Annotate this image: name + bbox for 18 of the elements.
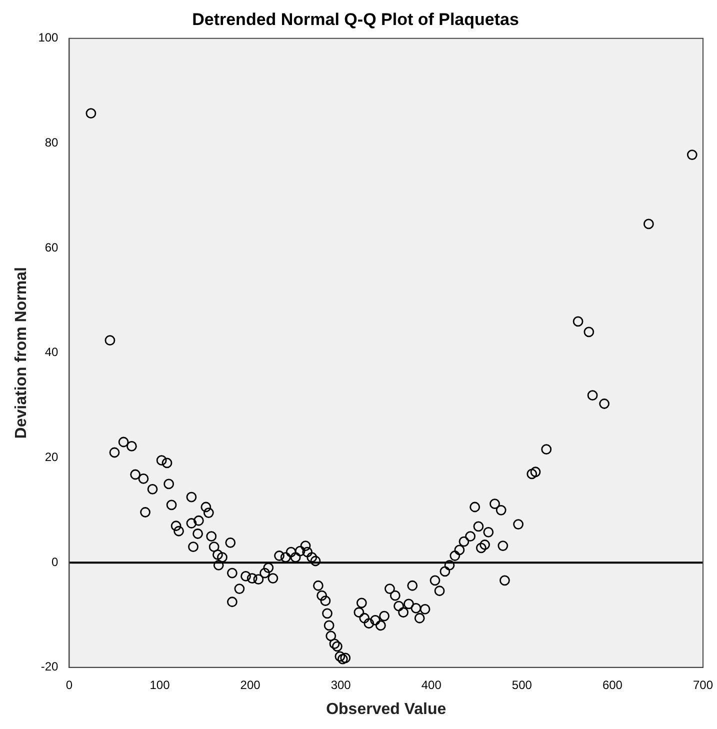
y-axis-title: Deviation from Normal bbox=[13, 267, 30, 439]
x-tick-label: 600 bbox=[602, 678, 623, 692]
x-axis-title: Observed Value bbox=[326, 700, 446, 718]
x-tick-label: 500 bbox=[512, 678, 532, 692]
y-tick-label: 20 bbox=[44, 450, 59, 464]
y-tick-label: 40 bbox=[44, 345, 59, 360]
y-tick-label: 80 bbox=[44, 136, 59, 150]
y-tick-label: 60 bbox=[44, 240, 59, 254]
x-tick-label: 200 bbox=[240, 678, 261, 692]
x-tick-label: 700 bbox=[692, 678, 714, 692]
x-tick-label: 100 bbox=[150, 678, 170, 692]
x-tick-label: 300 bbox=[330, 678, 352, 692]
chart-title: Detrended Normal Q-Q Plot of Plaquetas bbox=[192, 10, 519, 29]
y-tick-label: 100 bbox=[38, 30, 59, 45]
y-tick-label: -20 bbox=[40, 660, 59, 674]
y-tick-label: 0 bbox=[52, 554, 59, 569]
x-tick-label: 400 bbox=[421, 678, 442, 692]
x-tick-label: 0 bbox=[66, 678, 73, 692]
